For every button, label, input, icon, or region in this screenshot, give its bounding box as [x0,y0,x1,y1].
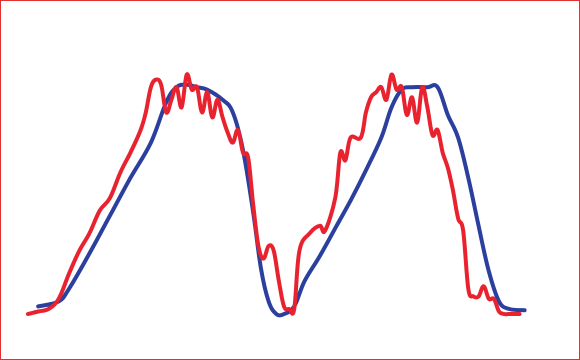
series-layer [26,72,527,318]
series-line-blue [36,82,527,318]
series-line-red [26,72,522,317]
